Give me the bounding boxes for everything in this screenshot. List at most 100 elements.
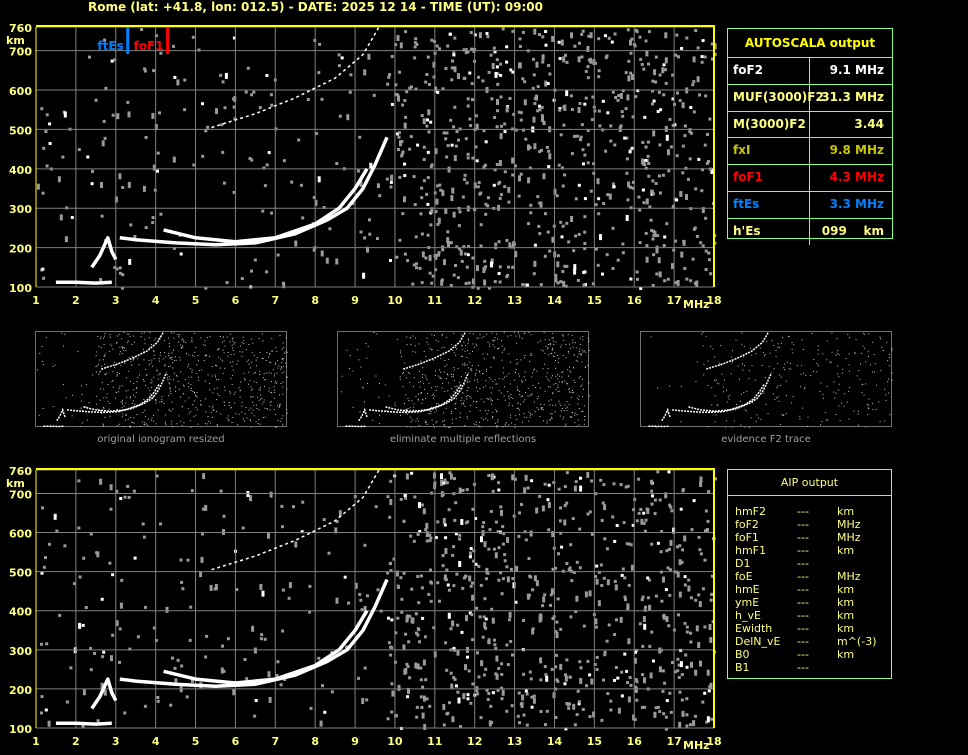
- noise-dot: [132, 400, 134, 402]
- noise-dot: [221, 644, 224, 648]
- noise-dot: [399, 378, 401, 380]
- noise-dot: [230, 392, 232, 394]
- noise-dot: [578, 408, 580, 410]
- noise-dot: [848, 418, 850, 420]
- noise-dot: [569, 366, 571, 368]
- noise-dot: [879, 336, 881, 338]
- noise-dot: [201, 154, 205, 158]
- noise-dot: [516, 358, 518, 360]
- noise-dot: [586, 512, 590, 516]
- noise-dot: [438, 47, 441, 51]
- echo-trace: [90, 236, 118, 269]
- noise-dot: [479, 421, 481, 423]
- noise-dot: [334, 527, 338, 534]
- noise-dot: [576, 397, 578, 399]
- noise-dot: [735, 403, 737, 405]
- noise-dot: [483, 597, 487, 601]
- noise-dot: [485, 409, 487, 411]
- noise-dot: [719, 364, 721, 366]
- noise-dot: [573, 354, 575, 356]
- noise-dot: [558, 400, 560, 402]
- noise-dot: [143, 351, 145, 353]
- noise-dot: [232, 361, 234, 363]
- echo-trace: [55, 721, 112, 726]
- noise-dot: [704, 216, 708, 220]
- noise-dot: [469, 701, 473, 705]
- noise-dot: [786, 361, 788, 363]
- noise-dot: [474, 374, 476, 376]
- noise-dot: [886, 342, 888, 344]
- noise-dot: [634, 678, 638, 682]
- noise-dot: [133, 235, 137, 238]
- noise-dot: [159, 354, 161, 356]
- noise-dot: [398, 70, 401, 74]
- noise-dot: [500, 592, 504, 596]
- noise-dot: [531, 393, 533, 395]
- noise-dot: [704, 529, 707, 533]
- noise-dot: [447, 612, 451, 619]
- noise-dot: [703, 691, 707, 695]
- noise-dot: [579, 677, 583, 684]
- noise-dot: [152, 626, 156, 630]
- noise-dot: [663, 681, 667, 685]
- noise-dot: [81, 623, 85, 627]
- noise-dot: [590, 532, 594, 536]
- noise-dot: [369, 162, 373, 169]
- noise-dot: [397, 135, 401, 139]
- noise-dot: [548, 386, 550, 388]
- x-tick-label: 3: [112, 735, 120, 748]
- noise-dot: [118, 391, 120, 393]
- noise-dot: [496, 410, 498, 412]
- noise-dot: [99, 371, 101, 373]
- noise-dot: [285, 362, 287, 364]
- noise-dot: [568, 675, 572, 679]
- noise-dot: [617, 707, 621, 714]
- echo-trace: [56, 407, 67, 422]
- noise-dot: [678, 544, 682, 548]
- noise-dot: [359, 230, 363, 234]
- noise-dot: [470, 397, 472, 399]
- x-tick-label: 15: [587, 735, 602, 748]
- noise-dot: [91, 169, 94, 173]
- noise-dot: [482, 386, 484, 388]
- noise-dot: [435, 339, 437, 341]
- noise-dot: [508, 404, 510, 406]
- noise-dot: [591, 95, 595, 99]
- noise-dot: [721, 373, 723, 375]
- noise-dot: [155, 337, 157, 339]
- noise-dot: [130, 361, 132, 363]
- noise-dot: [532, 57, 535, 61]
- noise-dot: [522, 713, 526, 717]
- noise-dot: [88, 55, 91, 59]
- noise-dot: [171, 358, 173, 360]
- noise-dot: [719, 362, 721, 364]
- noise-dot: [516, 386, 518, 388]
- noise-dot: [685, 697, 689, 701]
- noise-dot: [244, 413, 246, 415]
- noise-dot: [582, 624, 586, 628]
- noise-dot: [882, 349, 884, 351]
- noise-dot: [102, 119, 106, 123]
- noise-dot: [661, 689, 665, 693]
- noise-dot: [498, 180, 502, 184]
- noise-dot: [470, 404, 472, 406]
- noise-dot: [543, 332, 545, 334]
- noise-dot: [479, 583, 483, 587]
- noise-dot: [537, 224, 541, 228]
- noise-dot: [464, 521, 468, 525]
- noise-dot: [143, 380, 145, 382]
- noise-dot: [449, 118, 453, 122]
- noise-dot: [363, 401, 365, 403]
- noise-dot: [471, 350, 473, 352]
- noise-dot: [405, 662, 409, 666]
- noise-dot: [800, 373, 802, 375]
- noise-dot: [658, 710, 662, 713]
- noise-dot: [627, 542, 631, 546]
- noise-dot: [469, 547, 473, 550]
- noise-dot: [544, 673, 548, 677]
- noise-dot: [269, 491, 273, 498]
- noise-dot: [178, 336, 180, 338]
- noise-dot: [731, 427, 733, 428]
- noise-dot: [258, 388, 260, 390]
- noise-dot: [394, 92, 398, 96]
